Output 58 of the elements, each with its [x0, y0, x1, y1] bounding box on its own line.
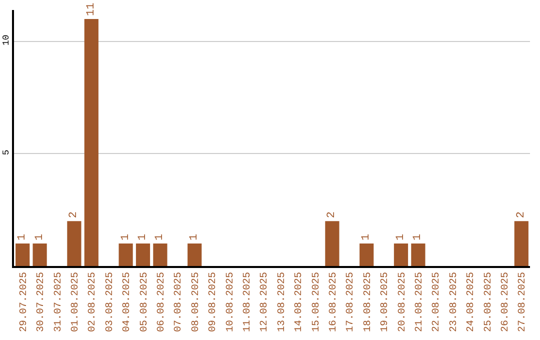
x-tick-label: 09.08.2025 — [208, 272, 220, 332]
bar — [153, 244, 168, 266]
bar — [514, 221, 528, 266]
x-tick-label: 30.07.2025 — [36, 272, 48, 332]
bar — [67, 221, 82, 266]
x-tick-label: 24.08.2025 — [466, 272, 478, 332]
data-label: 1 — [412, 234, 424, 241]
bar — [188, 244, 202, 266]
data-label: 1 — [34, 234, 46, 241]
data-label: 1 — [395, 234, 407, 241]
y-tick-label: 10 — [1, 34, 12, 46]
x-tick-label: 29.07.2025 — [18, 272, 30, 332]
data-label: 11 — [85, 2, 98, 16]
x-tick-label: 16.08.2025 — [328, 272, 340, 332]
x-tick-label: 14.08.2025 — [294, 272, 306, 332]
x-tick-label: 21.08.2025 — [414, 272, 426, 332]
x-tick-label: 03.08.2025 — [104, 272, 116, 332]
bar — [136, 244, 150, 266]
x-tick-label: 08.08.2025 — [190, 272, 202, 332]
data-label: 2 — [68, 211, 80, 218]
x-tick-label: 11.08.2025 — [242, 272, 254, 332]
x-tick-label: 02.08.2025 — [88, 272, 99, 332]
x-tick-label: 25.08.2025 — [483, 272, 494, 332]
y-tick-label: 5 — [1, 150, 12, 156]
data-label: 1 — [360, 234, 373, 241]
bar — [360, 244, 374, 266]
x-tick-label: 27.08.2025 — [518, 272, 529, 332]
bar — [118, 244, 133, 266]
x-tick-label: 31.07.2025 — [53, 272, 64, 332]
data-label: 1 — [137, 234, 149, 241]
data-label: 1 — [154, 234, 166, 241]
bar — [411, 244, 426, 266]
bar — [394, 244, 408, 266]
x-tick-label: 17.08.2025 — [346, 272, 357, 332]
x-tick-label: 01.08.2025 — [70, 272, 82, 332]
data-label: 2 — [326, 211, 338, 218]
bar — [325, 221, 340, 266]
x-tick-label: 05.08.2025 — [139, 272, 150, 332]
x-tick-label: 06.08.2025 — [156, 272, 168, 332]
x-tick-label: 15.08.2025 — [311, 272, 322, 332]
bar — [84, 18, 98, 266]
x-tick-label: 18.08.2025 — [362, 272, 374, 332]
x-tick-label: 10.08.2025 — [225, 272, 236, 332]
data-label: 1 — [16, 234, 29, 241]
bar — [32, 244, 47, 266]
x-tick-label: 12.08.2025 — [260, 272, 271, 332]
x-tick-label: 19.08.2025 — [380, 272, 392, 332]
data-label: 2 — [515, 211, 528, 218]
data-label: 1 — [120, 234, 132, 241]
bar — [16, 244, 30, 266]
data-label: 1 — [188, 234, 201, 241]
x-tick-label: 22.08.2025 — [432, 272, 443, 332]
x-tick-label: 04.08.2025 — [122, 272, 134, 332]
x-tick-label: 07.08.2025 — [174, 272, 185, 332]
x-tick-label: 23.08.2025 — [448, 272, 460, 332]
x-tick-label: 26.08.2025 — [500, 272, 512, 332]
x-tick-label: 20.08.2025 — [397, 272, 408, 332]
x-tick-label: 13.08.2025 — [276, 272, 288, 332]
